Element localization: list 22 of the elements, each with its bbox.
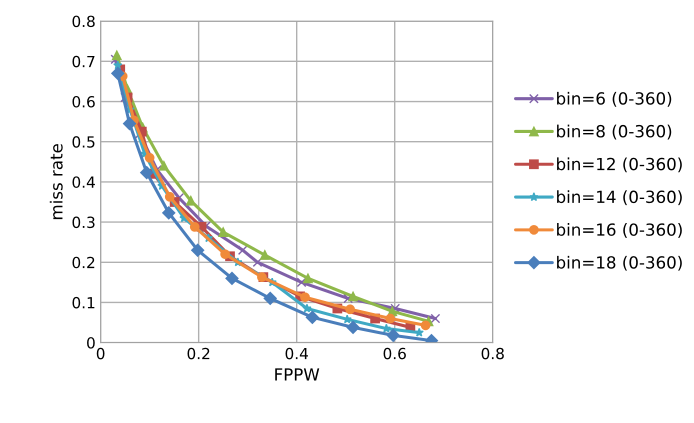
y-tick-label: 0.8 xyxy=(72,16,95,28)
legend-label: bin=16 (0-360) xyxy=(557,223,682,238)
y-tick-label: 0.3 xyxy=(72,216,95,228)
x-tick-label: 0.2 xyxy=(188,348,210,360)
y-tick-label: 0 xyxy=(87,337,95,349)
legend-label: bin=6 (0-360) xyxy=(557,92,672,107)
y-tick-label: 0.2 xyxy=(72,256,94,268)
x-tick-label: 0.4 xyxy=(286,348,308,360)
x-axis-title: FPPW xyxy=(275,368,320,380)
x-tick-label: 0 xyxy=(96,348,104,360)
y-tick-label: 0.7 xyxy=(72,56,94,68)
legend-label: bin=14 (0-360) xyxy=(557,190,682,206)
y-tick-label: 0.4 xyxy=(72,176,95,188)
x-tick-label: 0.6 xyxy=(384,348,406,360)
y-tick-label: 0.5 xyxy=(72,136,94,148)
x-tick-label: 0.8 xyxy=(482,348,504,360)
y-axis-title: miss rate xyxy=(50,144,63,220)
legend-label: bin=8 (0-360) xyxy=(557,124,672,140)
y-tick-label: 0.6 xyxy=(72,96,95,108)
legend-label: bin=18 (0-360) xyxy=(557,256,682,271)
y-tick-label: 0.1 xyxy=(72,296,94,308)
legend-label: bin=12 (0-360) xyxy=(557,157,682,172)
